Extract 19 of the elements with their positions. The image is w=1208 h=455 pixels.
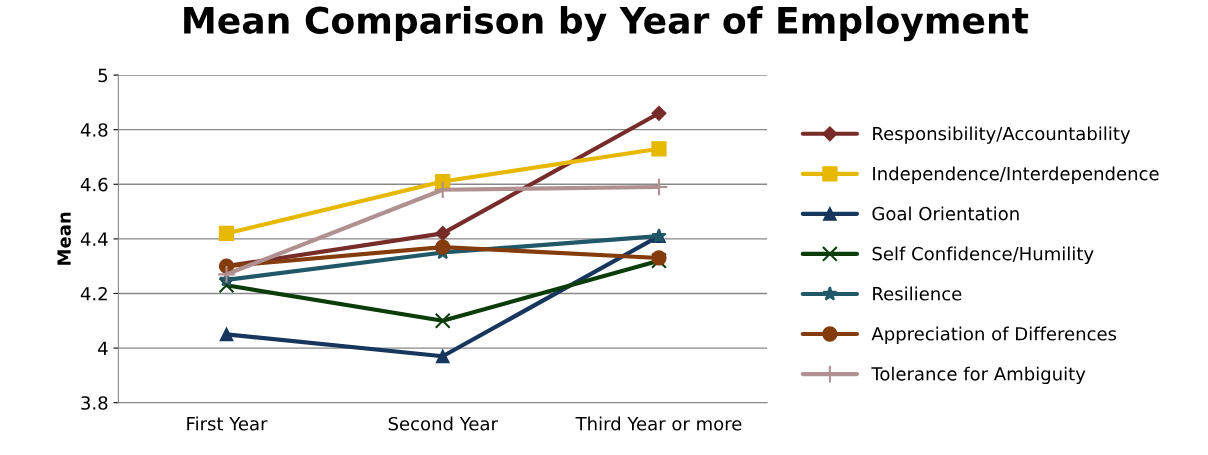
legend-label: Self Confidence/Humility: [872, 246, 1094, 264]
legend-label: Responsibility/Accountability: [873, 126, 1131, 144]
y-tick-label: 3.8: [81, 396, 108, 410]
y-tick-label: 4.8: [80, 123, 108, 137]
y-axis-title: Mean: [57, 212, 71, 265]
legend-label: Goal Orientation: [872, 206, 1019, 221]
legend-label: Appreciation of Differences: [871, 326, 1117, 345]
legend-label: Tolerance for Ambiguity: [871, 366, 1086, 385]
legend-label: Independence/Interdependence: [873, 166, 1159, 184]
y-tick-label: 5: [98, 68, 108, 83]
x-tick-label: Second Year: [388, 416, 498, 431]
chart-title: Mean Comparison by Year of Employment: [184, 5, 1029, 42]
y-tick-label: 4: [98, 341, 108, 355]
x-tick-label: First Year: [187, 416, 268, 431]
legend-label: Resilience: [873, 286, 962, 301]
y-tick-label: 4.2: [80, 286, 107, 301]
y-tick-label: 4.6: [80, 177, 108, 192]
y-tick-label: 4.4: [80, 232, 108, 246]
x-tick-label: Third Year or more: [575, 416, 742, 431]
